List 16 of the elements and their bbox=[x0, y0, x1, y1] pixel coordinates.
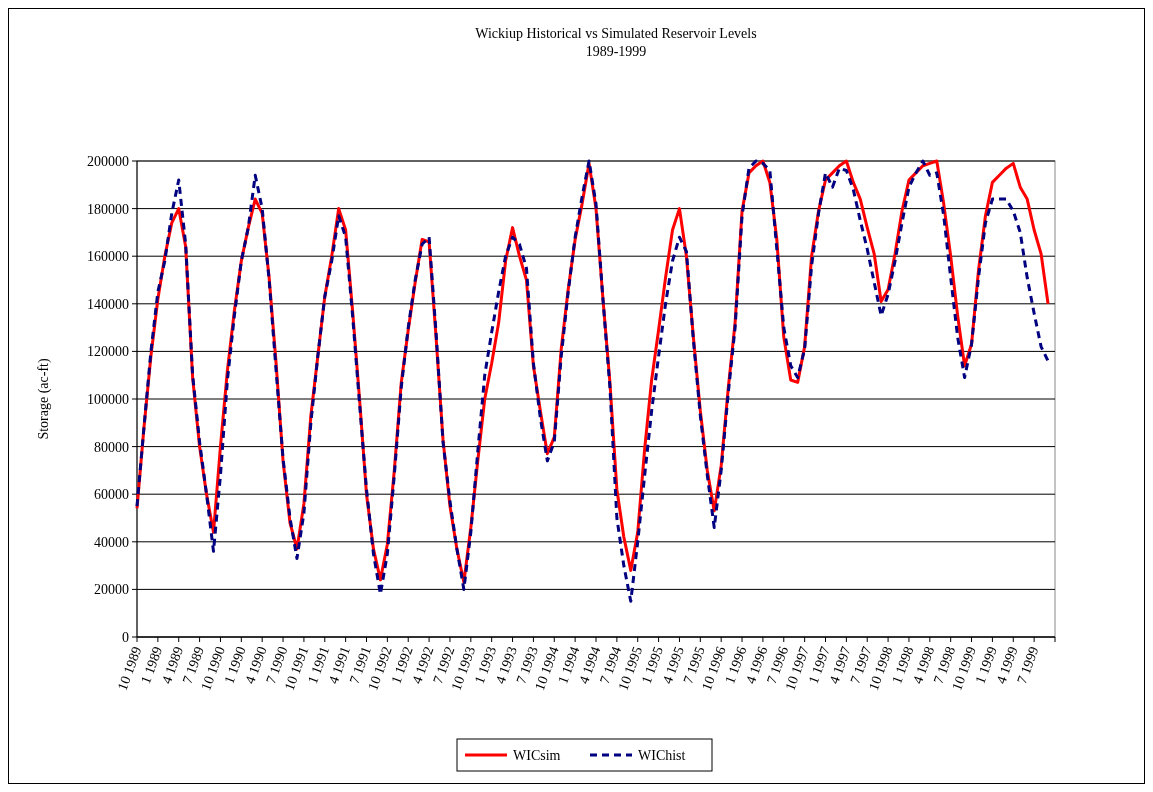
y-tick-label: 0 bbox=[122, 629, 129, 645]
y-tick-label: 60000 bbox=[94, 487, 129, 503]
y-tick-label: 120000 bbox=[87, 344, 129, 360]
legend-label: WICsim bbox=[513, 747, 561, 763]
y-tick-label: 140000 bbox=[87, 296, 129, 312]
y-tick-label: 180000 bbox=[87, 201, 129, 217]
y-tick-label: 40000 bbox=[94, 534, 129, 550]
y-tick-label: 20000 bbox=[94, 582, 129, 598]
y-tick-label: 80000 bbox=[94, 439, 129, 455]
y-tick-label: 100000 bbox=[87, 391, 129, 407]
y-tick-label: 160000 bbox=[87, 249, 129, 265]
chart-subtitle: 1989-1999 bbox=[585, 44, 647, 59]
chart-title: Wickiup Historical vs Simulated Reservoir Levels bbox=[475, 26, 757, 41]
y-tick-label: 200000 bbox=[87, 153, 129, 169]
legend-label: WIChist bbox=[638, 747, 686, 763]
y-axis-title: Storage (ac-ft) bbox=[36, 358, 52, 440]
